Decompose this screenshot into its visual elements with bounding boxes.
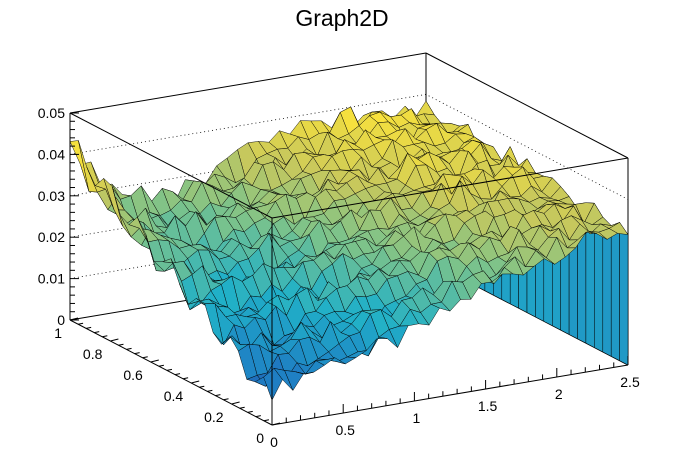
y-minor-tick [223, 398, 229, 401]
z-tick-label: 0.02 [38, 229, 65, 245]
y-minor-tick [142, 356, 148, 359]
y-minor-tick [94, 331, 100, 334]
y-tick-label: 1 [54, 325, 62, 341]
frame-edge-back-3 [69, 52, 427, 114]
frame-edge-front-4 [69, 112, 273, 219]
y-tick-label: 0.8 [83, 346, 103, 362]
y-major-tick [191, 380, 200, 384]
y-minor-tick [77, 322, 84, 325]
y-minor-tick [215, 394, 221, 397]
y-tick-label: 0.6 [123, 367, 143, 383]
surface-side-strip [610, 222, 620, 362]
y-minor-tick [166, 368, 173, 371]
y-axis: 0 0.2 0.4 0.6 0.8 1 [54, 317, 281, 446]
surface-mesh [69, 100, 629, 401]
y-minor-tick [255, 415, 261, 418]
y-minor-tick [126, 347, 132, 350]
x-tick-label: 1.5 [478, 398, 498, 414]
x-tick-label: 2 [555, 386, 563, 402]
z-tick-label: 0.04 [38, 146, 65, 162]
y-major-tick [69, 317, 79, 321]
y-minor-tick [158, 364, 164, 367]
z-tick-label: 0.03 [38, 188, 65, 204]
surface-cell [263, 368, 283, 401]
frame-edge-front-0 [271, 364, 629, 426]
y-major-tick [271, 422, 281, 426]
z-tick-label: 0.01 [38, 271, 65, 287]
x-axis: 0 0.5 1 1.5 2 2.5 [270, 356, 640, 450]
y-major-tick [110, 338, 119, 342]
y-tick-label: 0.2 [204, 409, 224, 425]
z-tick-label: 0.05 [38, 105, 65, 121]
y-minor-tick [263, 419, 270, 422]
z-tick-label: 0 [57, 312, 65, 328]
y-minor-tick [174, 373, 181, 376]
y-major-tick [231, 401, 240, 405]
surface-side-strip [619, 221, 629, 366]
y-major-tick [150, 359, 159, 363]
y-minor-tick [102, 335, 108, 338]
frame-edge-front-3 [271, 157, 629, 219]
z-axis: 0 0.01 0.02 0.03 0.04 0.05 [38, 105, 79, 328]
y-minor-tick [118, 343, 124, 346]
chart-title: Graph2D [295, 5, 388, 31]
frame-edge-front-1 [69, 319, 273, 426]
y-minor-tick [247, 410, 253, 413]
y-minor-tick [86, 326, 92, 329]
x-tick-label: 2.5 [620, 374, 640, 390]
x-tick-label: 0 [270, 434, 278, 450]
grid-line-z-4 [69, 93, 629, 200]
y-minor-tick [239, 406, 245, 409]
front-frame [69, 112, 629, 426]
y-minor-tick [207, 389, 213, 392]
y-minor-tick [134, 352, 140, 355]
y-tick-label: 0 [256, 430, 264, 446]
x-tick-label: 1 [413, 410, 421, 426]
y-minor-tick [199, 385, 205, 388]
x-tick-label: 0.5 [335, 422, 355, 438]
frame-edge-back-4 [425, 52, 629, 159]
y-minor-tick [183, 377, 189, 380]
y-tick-label: 0.4 [164, 388, 184, 404]
